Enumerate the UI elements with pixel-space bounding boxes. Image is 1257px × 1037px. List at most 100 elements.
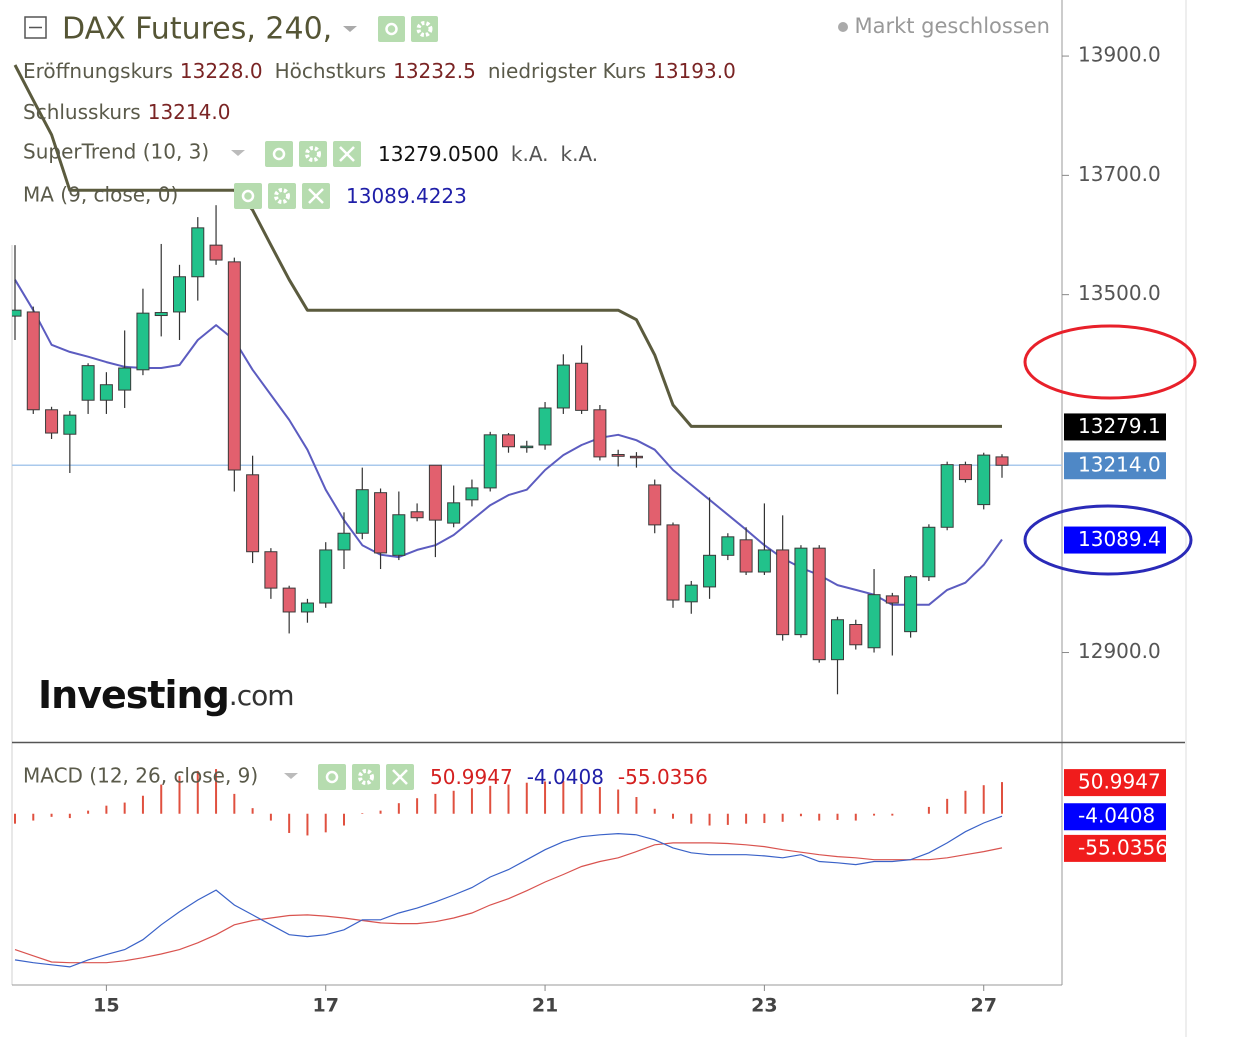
candle-body bbox=[904, 576, 918, 633]
price-badge bbox=[1064, 834, 1166, 862]
gear bbox=[358, 769, 374, 785]
legend-value: 13232.5 bbox=[393, 59, 476, 83]
y-tick-label: 13700.0 bbox=[1078, 162, 1161, 186]
candle-body bbox=[721, 536, 735, 556]
x-tick-label: 21 bbox=[532, 995, 558, 1017]
candle-body bbox=[483, 434, 497, 489]
price-badge-label: -4.0408 bbox=[1078, 804, 1155, 828]
candle-body bbox=[794, 547, 808, 636]
visibility-icon[interactable] bbox=[318, 764, 346, 790]
market-status: Markt geschlossen bbox=[854, 14, 1050, 38]
indicator-name: MACD (12, 26, close, 9) bbox=[23, 764, 258, 788]
indicator-value: 13279.0500 bbox=[378, 142, 499, 166]
candle-body bbox=[666, 524, 680, 601]
macd-signal-value: -55.0356 bbox=[618, 765, 708, 789]
dropdown-caret[interactable] bbox=[231, 150, 245, 156]
candle-body bbox=[538, 407, 552, 446]
logo-suffix: .com bbox=[229, 679, 294, 712]
blue-annotation-circle bbox=[1023, 504, 1193, 576]
candle-body bbox=[191, 227, 205, 278]
indicator-icons bbox=[318, 764, 414, 790]
x-tick-label: 27 bbox=[970, 995, 996, 1017]
price-badge-label: -55.0356 bbox=[1078, 835, 1168, 859]
settings-icon[interactable] bbox=[411, 16, 438, 42]
candle-body bbox=[502, 434, 515, 448]
x-tick-label: 23 bbox=[751, 995, 777, 1017]
legend-label: Eröffnungskurs bbox=[23, 59, 173, 83]
settings-icon[interactable] bbox=[299, 141, 327, 167]
candle-body bbox=[629, 455, 643, 459]
cross bbox=[339, 146, 355, 162]
dropdown-caret[interactable] bbox=[284, 773, 298, 779]
indicator-line bbox=[13, 64, 1002, 428]
gear bbox=[274, 188, 290, 204]
macd-signal-line bbox=[14, 842, 1003, 964]
candle-body bbox=[757, 549, 771, 573]
candle-body bbox=[264, 551, 278, 589]
candle-body bbox=[337, 532, 351, 551]
candle-body bbox=[520, 445, 534, 449]
price-badge bbox=[1064, 803, 1166, 831]
candle-body bbox=[611, 454, 625, 457]
indicator-value: k.A. bbox=[511, 142, 549, 166]
candle-body bbox=[12, 309, 22, 317]
price-badge-label: 13214.0 bbox=[1078, 453, 1161, 477]
axes: 13900.0 13700.0 13500.0 12900.0 15 17 21 23 27 bbox=[93, 43, 1161, 1017]
red-annotation-circle bbox=[1023, 324, 1197, 400]
candle-body bbox=[703, 554, 717, 588]
indicator-name: MA (9, close, 0) bbox=[23, 183, 178, 207]
candle-body bbox=[648, 484, 662, 526]
candle-body bbox=[154, 312, 168, 317]
settings-icon[interactable] bbox=[352, 764, 380, 790]
legend-label: niedrigster Kurs bbox=[488, 59, 646, 83]
chart-title: DAX Futures, 240, bbox=[62, 12, 332, 47]
indicator-icons bbox=[265, 141, 361, 167]
macd-hist-value: 50.9947 bbox=[430, 765, 513, 789]
candle-body bbox=[593, 409, 607, 458]
candle-body bbox=[26, 311, 40, 411]
indicator-line bbox=[14, 279, 1003, 606]
candle-body bbox=[556, 364, 570, 409]
price-badges: 13279.1 13214.0 13089.4 50.9947 -4.0408 -55.0… bbox=[1064, 413, 1168, 862]
eye bbox=[325, 770, 339, 784]
legend-value: 13193.0 bbox=[653, 59, 736, 83]
candle-body bbox=[45, 409, 59, 434]
indicator-values: 50.9947 -4.0408 -55.0356 bbox=[430, 765, 708, 789]
visibility-icon[interactable] bbox=[234, 183, 262, 209]
candle-body bbox=[922, 526, 936, 578]
legend-value: 13214.0 bbox=[148, 100, 231, 124]
candle-body bbox=[995, 456, 1009, 466]
candle-body bbox=[374, 492, 388, 554]
candle-body bbox=[136, 312, 150, 371]
price-badge bbox=[1064, 526, 1166, 554]
x-tick-label: 17 bbox=[312, 995, 338, 1017]
candle-body bbox=[849, 623, 863, 646]
visibility-icon[interactable] bbox=[265, 141, 293, 167]
candle-body bbox=[410, 511, 424, 519]
candle-body bbox=[447, 502, 461, 524]
candles bbox=[12, 205, 1009, 695]
cross bbox=[308, 188, 324, 204]
candle-body bbox=[776, 549, 790, 636]
y-tick-label: 13900.0 bbox=[1078, 43, 1161, 67]
dropdown-caret[interactable] bbox=[343, 26, 357, 32]
candle-body bbox=[739, 539, 753, 573]
status-dot bbox=[838, 22, 848, 32]
logo: Investing.com bbox=[38, 673, 294, 717]
candle-body bbox=[575, 362, 589, 411]
visibility-icon[interactable] bbox=[378, 16, 405, 42]
candle-body bbox=[118, 367, 132, 391]
logo-main: Investing bbox=[38, 673, 229, 717]
indicator-name: SuperTrend (10, 3) bbox=[23, 140, 209, 164]
candle-body bbox=[867, 594, 881, 649]
collapse-button[interactable] bbox=[24, 16, 47, 39]
settings-icon[interactable] bbox=[268, 183, 296, 209]
candle-body bbox=[300, 602, 314, 613]
candle-body bbox=[684, 584, 698, 603]
candle-body bbox=[319, 549, 333, 604]
price-badge bbox=[1064, 452, 1166, 480]
price-badge bbox=[1064, 769, 1166, 797]
candle-body bbox=[63, 414, 77, 435]
cross bbox=[392, 769, 408, 785]
